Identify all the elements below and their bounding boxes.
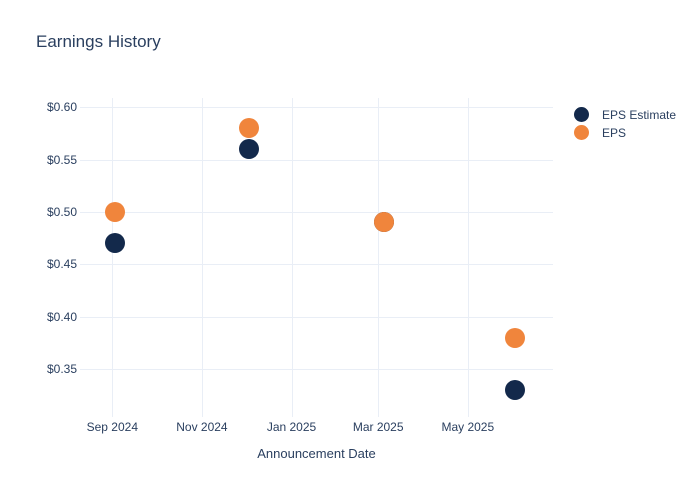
- x-gridline: [467, 98, 469, 417]
- chart-title: Earnings History: [36, 32, 161, 51]
- data-point-eps-estimate[interactable]: [105, 233, 126, 254]
- y-gridline: [80, 159, 553, 161]
- y-tick-label: $0.40: [46, 309, 77, 324]
- x-axis-title: Announcement Date: [257, 446, 376, 461]
- data-point-eps[interactable]: [374, 212, 395, 233]
- data-point-eps[interactable]: [504, 327, 525, 348]
- x-gridline: [201, 98, 203, 417]
- x-gridline: [378, 98, 380, 417]
- eps-estimate-marker-icon: [574, 107, 589, 122]
- x-gridline: [291, 98, 293, 417]
- y-tick-label: $0.45: [46, 257, 77, 272]
- eps-marker-icon: [574, 125, 589, 140]
- legend-item-eps-estimate[interactable]: EPS Estimate: [574, 107, 676, 122]
- y-gridline: [80, 107, 553, 109]
- y-gridline: [80, 316, 553, 318]
- y-gridline: [80, 212, 553, 213]
- y-gridline: [80, 264, 553, 266]
- data-point-eps[interactable]: [238, 118, 259, 139]
- y-tick-label: $0.50: [46, 205, 77, 219]
- data-point-eps-estimate[interactable]: [504, 379, 525, 400]
- y-tick-label: $0.35: [46, 361, 77, 376]
- y-tick-label: $0.55: [46, 152, 77, 167]
- x-tick-label: Mar 2025: [352, 420, 404, 434]
- legend-item-eps[interactable]: EPS: [574, 125, 676, 140]
- x-gridline: [112, 98, 114, 417]
- plot-area: [80, 98, 553, 417]
- x-tick-label: May 2025: [441, 420, 495, 434]
- x-tick-label: Jan 2025: [266, 420, 317, 434]
- legend: EPS Estimate EPS: [574, 107, 676, 140]
- data-point-eps-estimate[interactable]: [238, 139, 259, 160]
- legend-label-eps: EPS: [602, 125, 627, 140]
- y-gridline: [80, 368, 553, 370]
- x-tick-label: Sep 2024: [86, 420, 139, 434]
- data-point-eps[interactable]: [105, 202, 126, 222]
- legend-label-eps-estimate: EPS Estimate: [602, 107, 677, 122]
- x-tick-label: Nov 2024: [176, 420, 228, 434]
- y-tick-label: $0.60: [46, 100, 77, 115]
